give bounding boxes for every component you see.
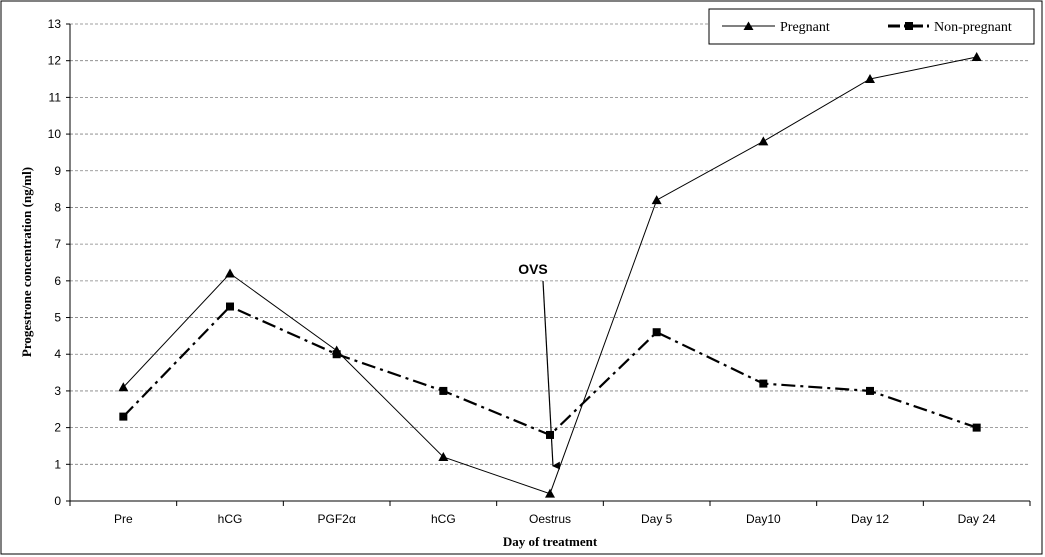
point-non-pregnant-5 (652, 328, 661, 337)
point-non-pregnant-1 (226, 302, 234, 311)
point-non-pregnant-4 (546, 430, 554, 439)
x-tick-label-7: Day 12 (851, 512, 889, 526)
point-non-pregnant-2 (332, 350, 341, 359)
y-tick-label-2: 2 (54, 421, 61, 435)
annotation-ovs: OVS (518, 261, 561, 470)
point-non-pregnant-0 (119, 412, 128, 421)
point-pregnant-5 (651, 195, 662, 205)
y-tick-label-8: 8 (54, 200, 61, 214)
annotation-ovs-label: OVS (518, 261, 548, 277)
point-pregnant-4 (545, 488, 555, 498)
y-tick-label-0: 0 (54, 494, 61, 508)
series-line-pregnant (122, 56, 977, 495)
x-axis-ticks: Pre hCG PGF2α hCG Oestrus Day 5 Day10 Day 12 Day… (69, 501, 1031, 526)
legend-item-pregnant: Pregnant (722, 20, 830, 35)
x-tick-label-5: Day 5 (641, 512, 673, 526)
point-non-pregnant-7 (866, 386, 874, 395)
y-axis-title: Progestrone concentration (ng/ml) (19, 167, 34, 357)
point-pregnant-3 (438, 451, 449, 461)
legend: Pregnant Non-pregnant (708, 8, 1035, 45)
y-tick-label-11: 11 (49, 90, 62, 104)
legend-pregnant-marker (743, 21, 754, 30)
x-tick-label-8: Day 24 (958, 512, 996, 526)
annotation-ovs-arrow (542, 280, 561, 470)
legend-item-non-pregnant: Non-pregnant (888, 20, 1012, 35)
point-non-pregnant-6 (759, 379, 768, 388)
y-tick-label-4: 4 (54, 347, 61, 361)
x-tick-label-3: hCG (431, 512, 456, 526)
x-tick-label-6: Day10 (746, 512, 781, 526)
y-tick-label-5: 5 (54, 311, 61, 325)
y-tick-label-3: 3 (54, 384, 61, 398)
legend-pregnant-label: Pregnant (780, 20, 830, 35)
y-tick-label-6: 6 (54, 274, 61, 288)
x-axis-title: Day of treatment (503, 534, 598, 549)
x-tick-label-1: hCG (218, 512, 243, 526)
series-layer (118, 52, 982, 498)
point-pregnant-8 (971, 52, 982, 62)
y-tick-label-13: 13 (48, 17, 62, 31)
point-pregnant-0 (118, 382, 129, 392)
y-tick-label-10: 10 (48, 127, 62, 141)
point-pregnant-1 (225, 268, 235, 278)
point-non-pregnant-8 (972, 423, 981, 432)
x-tick-label-4: Oestrus (529, 512, 571, 526)
y-tick-label-12: 12 (48, 54, 62, 68)
legend-non-pregnant-marker (905, 22, 913, 30)
x-tick-label-2: PGF2α (318, 512, 356, 526)
y-tick-label-1: 1 (54, 457, 61, 471)
point-pregnant-6 (758, 136, 769, 146)
gridlines (70, 23, 1030, 465)
x-tick-label-0: Pre (114, 512, 133, 526)
point-non-pregnant-3 (439, 386, 448, 395)
y-tick-label-9: 9 (54, 164, 61, 178)
y-tick-label-7: 7 (54, 237, 61, 251)
legend-non-pregnant-label: Non-pregnant (934, 20, 1012, 35)
point-pregnant-7 (865, 74, 875, 84)
